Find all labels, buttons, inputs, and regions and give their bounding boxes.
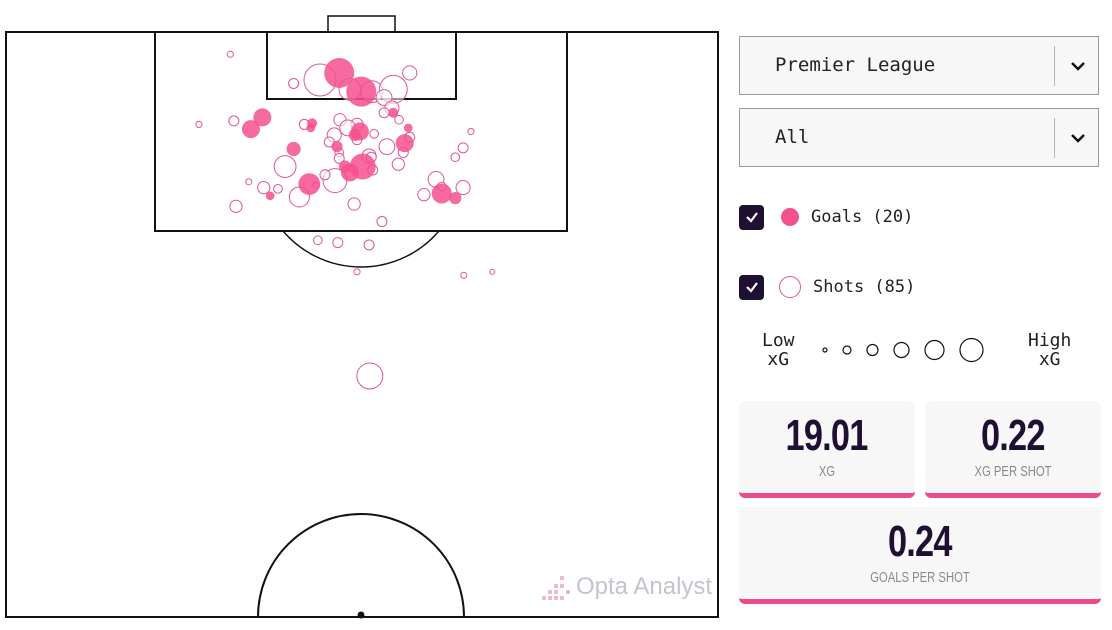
chevron-down-icon[interactable] bbox=[1067, 55, 1089, 77]
shot-map-pitch bbox=[5, 15, 719, 619]
watermark-text: Opta Analyst bbox=[576, 573, 713, 600]
chevron-down-icon[interactable] bbox=[1067, 127, 1089, 149]
shot-marker[interactable] bbox=[288, 77, 300, 89]
goal-marker[interactable] bbox=[286, 141, 301, 157]
shot-marker[interactable] bbox=[347, 197, 361, 211]
shot-marker[interactable] bbox=[226, 50, 234, 58]
shot-marker[interactable] bbox=[394, 114, 404, 125]
shot-marker[interactable] bbox=[332, 237, 344, 249]
centre-circle bbox=[257, 513, 465, 618]
xg-per-shot-card: 0.22 XG PER SHOT bbox=[925, 401, 1101, 498]
shot-marker[interactable] bbox=[375, 89, 393, 106]
goal-marker[interactable] bbox=[346, 76, 377, 107]
low-xg-label: Low xG bbox=[762, 330, 795, 370]
competition-value: Premier League bbox=[775, 54, 936, 76]
goal bbox=[327, 15, 396, 33]
shot-marker[interactable] bbox=[457, 142, 469, 154]
shot-marker[interactable] bbox=[402, 65, 418, 81]
shot-marker[interactable] bbox=[273, 155, 297, 178]
xg-per-shot-label: XG PER SHOT bbox=[974, 463, 1052, 480]
goals-checkbox[interactable] bbox=[739, 204, 764, 230]
xg-scale-circle bbox=[842, 345, 852, 355]
xg-stat-card: 19.01 XG bbox=[739, 401, 915, 498]
xg-per-shot-value: 0.22 bbox=[981, 411, 1045, 460]
xg-scale-circle bbox=[924, 339, 945, 361]
shot-marker[interactable] bbox=[455, 180, 471, 196]
competition-dropdown[interactable]: Premier League bbox=[739, 36, 1099, 95]
goal-marker[interactable] bbox=[449, 192, 462, 205]
shot-marker[interactable] bbox=[229, 199, 243, 213]
shots-label: Shots (85) bbox=[813, 277, 916, 297]
shot-marker[interactable] bbox=[353, 268, 361, 276]
shot-marker[interactable] bbox=[319, 169, 331, 181]
shot-marker[interactable] bbox=[489, 268, 496, 275]
goal-marker[interactable] bbox=[349, 153, 376, 180]
shot-marker[interactable] bbox=[333, 152, 345, 164]
goal-marker[interactable] bbox=[431, 183, 452, 204]
shot-marker[interactable] bbox=[245, 178, 253, 186]
high-xg-label: High xG bbox=[1028, 330, 1072, 370]
shots-checkbox[interactable] bbox=[739, 274, 764, 300]
dropdown-divider bbox=[1054, 118, 1055, 158]
goals-label: Goals (20) bbox=[811, 207, 914, 227]
goals-per-shot-card: 0.24 GOALS PER SHOT bbox=[739, 507, 1101, 604]
goal-marker-icon bbox=[781, 208, 799, 226]
opta-logo-icon bbox=[542, 576, 570, 600]
shot-marker[interactable] bbox=[257, 180, 271, 195]
shot-marker[interactable] bbox=[376, 216, 388, 228]
shot-marker[interactable] bbox=[450, 152, 461, 163]
goal-marker[interactable] bbox=[350, 122, 369, 141]
opta-analyst-watermark: Opta Analyst bbox=[540, 572, 712, 602]
xg-scale-circle bbox=[893, 341, 910, 359]
shot-marker[interactable] bbox=[378, 107, 390, 119]
situation-dropdown[interactable]: All bbox=[739, 108, 1099, 167]
centre-spot bbox=[357, 611, 365, 619]
goal-marker[interactable] bbox=[324, 57, 355, 88]
dropdown-divider bbox=[1054, 46, 1055, 86]
shot-marker[interactable] bbox=[228, 115, 240, 127]
goal-marker[interactable] bbox=[306, 123, 316, 133]
shot-marker[interactable] bbox=[273, 183, 283, 194]
shot-marker[interactable] bbox=[369, 128, 379, 139]
shot-marker[interactable] bbox=[391, 157, 405, 171]
goal-marker[interactable] bbox=[253, 108, 272, 127]
shot-marker[interactable] bbox=[356, 362, 384, 390]
xg-value: 19.01 bbox=[785, 411, 869, 460]
shot-marker[interactable] bbox=[313, 235, 323, 246]
goal-marker[interactable] bbox=[388, 107, 399, 118]
shot-marker[interactable] bbox=[417, 188, 431, 202]
shot-marker[interactable] bbox=[467, 127, 475, 136]
goal-marker[interactable] bbox=[265, 191, 275, 201]
goal-marker[interactable] bbox=[298, 173, 321, 195]
check-icon bbox=[745, 282, 758, 293]
goal-marker[interactable] bbox=[331, 141, 343, 153]
check-icon bbox=[745, 212, 758, 223]
pitch-outline bbox=[5, 31, 719, 618]
shots-toggle[interactable]: Shots (85) bbox=[739, 274, 915, 300]
goal-marker[interactable] bbox=[338, 160, 352, 173]
penalty-arc bbox=[282, 230, 440, 268]
xg-label: XG bbox=[818, 463, 836, 480]
xg-scale-circle bbox=[866, 343, 879, 357]
goal-marker[interactable] bbox=[241, 120, 260, 139]
xg-scale-circle bbox=[959, 337, 984, 363]
shot-marker[interactable] bbox=[460, 271, 468, 279]
goal-marker[interactable] bbox=[395, 134, 414, 153]
goals-per-shot-value: 0.24 bbox=[888, 517, 952, 566]
situation-value: All bbox=[775, 126, 810, 148]
goals-per-shot-label: GOALS PER SHOT bbox=[870, 569, 970, 586]
shot-marker[interactable] bbox=[363, 239, 375, 251]
xg-size-scale bbox=[822, 337, 984, 363]
xg-scale-circle bbox=[822, 347, 828, 353]
shot-marker[interactable] bbox=[378, 138, 396, 156]
goal-marker[interactable] bbox=[403, 123, 413, 133]
shot-marker-icon bbox=[779, 276, 801, 298]
goals-toggle[interactable]: Goals (20) bbox=[739, 204, 913, 230]
shot-marker[interactable] bbox=[195, 120, 203, 128]
